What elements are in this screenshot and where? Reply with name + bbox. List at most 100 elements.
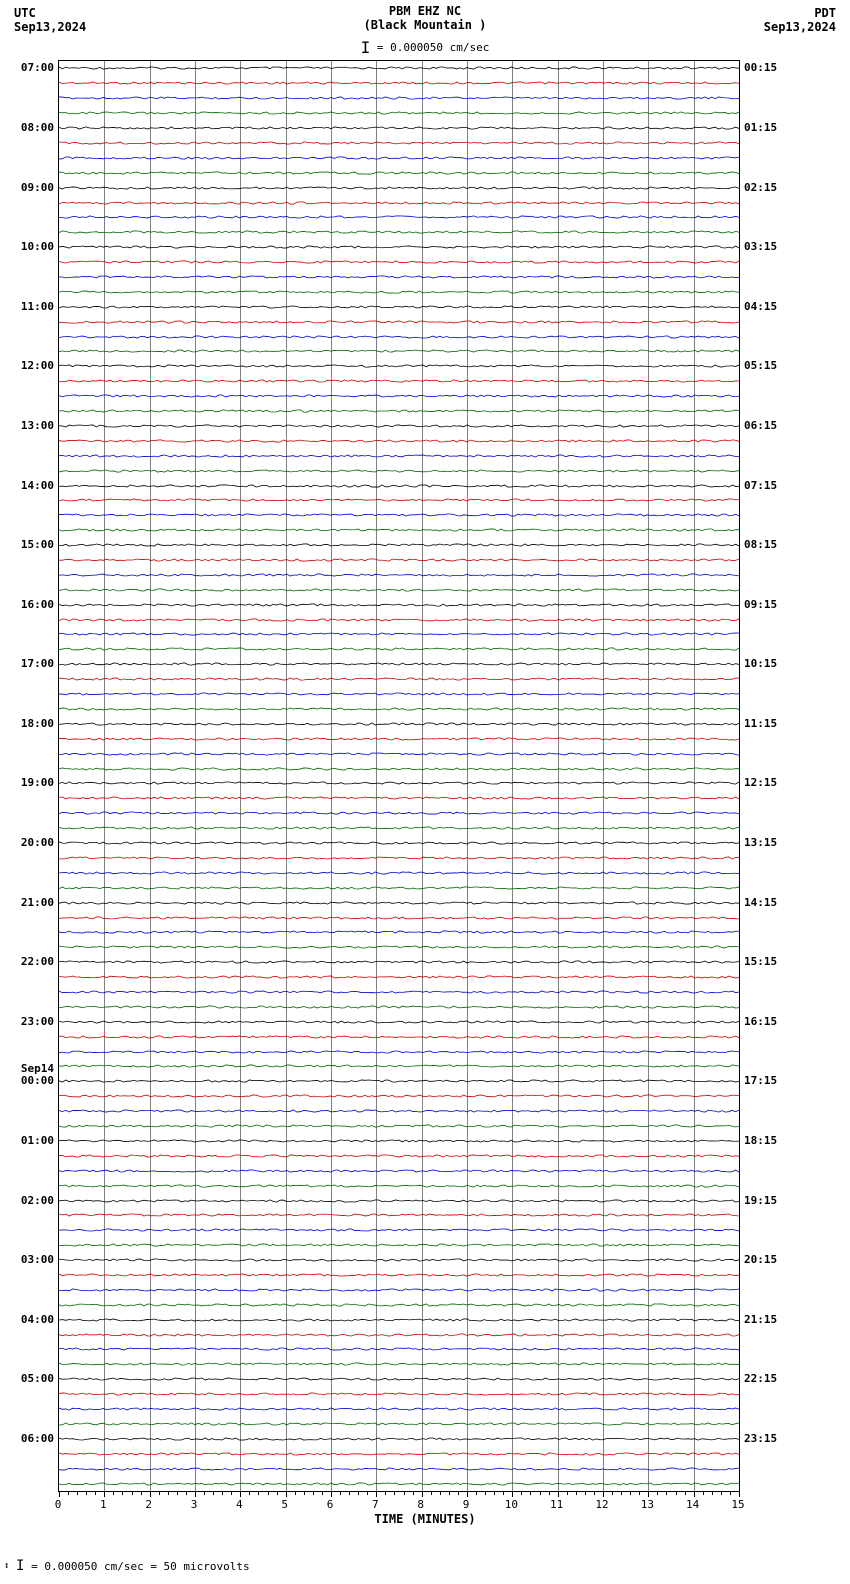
seismic-trace [59,1227,739,1233]
right-time-label: 14:15 [744,896,777,909]
seismic-trace [59,1093,739,1099]
seismic-trace [59,1332,739,1338]
seismic-trace [59,1287,739,1293]
seismic-trace [59,1123,739,1129]
seismic-trace [59,1242,739,1248]
seismic-trace [59,1049,739,1055]
right-time-label: 19:15 [744,1194,777,1207]
right-time-label: 04:15 [744,300,777,313]
seismic-trace [59,900,739,906]
helicorder-plot [58,60,740,1492]
seismic-trace [59,110,739,116]
seismic-trace [59,676,739,682]
seismic-trace [59,751,739,757]
right-time-label: 06:15 [744,419,777,432]
seismic-trace [59,1481,739,1487]
seismic-trace [59,1063,739,1069]
seismic-trace [59,617,739,623]
left-time-label: 13:00 [2,419,54,432]
x-tick-label: 6 [327,1498,334,1511]
seismic-trace [59,393,739,399]
x-tick-label: 12 [595,1498,608,1511]
right-time-label: 08:15 [744,538,777,551]
seismic-trace [59,542,739,548]
right-time-label: 01:15 [744,121,777,134]
seismic-trace [59,274,739,280]
seismic-trace [59,989,739,995]
scale-indicator: I = 0.000050 cm/sec [0,36,850,55]
x-tick-label: 13 [641,1498,654,1511]
seismic-trace [59,170,739,176]
left-time-label: 20:00 [2,836,54,849]
seismic-trace [59,200,739,206]
left-time-label: 12:00 [2,359,54,372]
right-time-label: 13:15 [744,836,777,849]
seismic-trace [59,1212,739,1218]
seismic-trace [59,810,739,816]
x-tick-label: 1 [100,1498,107,1511]
x-tick-label: 7 [372,1498,379,1511]
left-time-label: 01:00 [2,1134,54,1147]
seismic-trace [59,1198,739,1204]
seismic-trace [59,840,739,846]
seismic-trace [59,736,739,742]
seismic-trace [59,870,739,876]
left-time-label: 22:00 [2,955,54,968]
seismic-trace [59,1346,739,1352]
right-time-label: 03:15 [744,240,777,253]
footer-scale: ↕ I = 0.000050 cm/sec = 50 microvolts [4,1558,250,1574]
seismic-trace [59,319,739,325]
seismic-trace [59,766,739,772]
seismic-trace [59,944,739,950]
seismic-trace [59,602,739,608]
left-time-label: 10:00 [2,240,54,253]
seismic-trace [59,721,739,727]
seismic-trace [59,825,739,831]
seismic-trace [59,125,739,131]
left-time-label: 07:00 [2,61,54,74]
scale-value: = 0.000050 cm/sec [377,41,490,54]
seismic-trace [59,1317,739,1323]
right-time-label: 18:15 [744,1134,777,1147]
right-time-label: 07:15 [744,479,777,492]
seismic-trace [59,1361,739,1367]
station-title: PBM EHZ NC [0,4,850,18]
seismic-trace [59,214,739,220]
seismic-trace [59,1451,739,1457]
seismic-trace [59,1257,739,1263]
right-time-label: 02:15 [744,181,777,194]
right-time-label: 15:15 [744,955,777,968]
seismic-trace [59,65,739,71]
x-tick-label: 10 [505,1498,518,1511]
seismic-trace [59,1406,739,1412]
seismic-trace [59,468,739,474]
seismic-trace [59,646,739,652]
seismic-trace [59,527,739,533]
right-time-label: 17:15 [744,1074,777,1087]
x-tick-label: 4 [236,1498,243,1511]
left-time-label: 11:00 [2,300,54,313]
left-time-label: 00:00 [2,1074,54,1087]
seismic-trace [59,1108,739,1114]
left-time-label: 02:00 [2,1194,54,1207]
left-time-label: 21:00 [2,896,54,909]
right-time-label: 20:15 [744,1253,777,1266]
seismic-trace [59,378,739,384]
seismic-trace [59,1183,739,1189]
left-time-label: 06:00 [2,1432,54,1445]
seismic-trace [59,572,739,578]
seismic-trace [59,1466,739,1472]
seismic-trace [59,334,739,340]
seismic-trace [59,348,739,354]
seismic-trace [59,1138,739,1144]
seismic-trace [59,1019,739,1025]
left-time-label: 08:00 [2,121,54,134]
right-time-label: 21:15 [744,1313,777,1326]
right-time-label: 09:15 [744,598,777,611]
x-tick-label: 11 [550,1498,563,1511]
right-time-label: 10:15 [744,657,777,670]
right-time-label: 11:15 [744,717,777,730]
x-axis-title: TIME (MINUTES) [0,1512,850,1526]
left-time-label: 18:00 [2,717,54,730]
seismic-trace [59,915,739,921]
